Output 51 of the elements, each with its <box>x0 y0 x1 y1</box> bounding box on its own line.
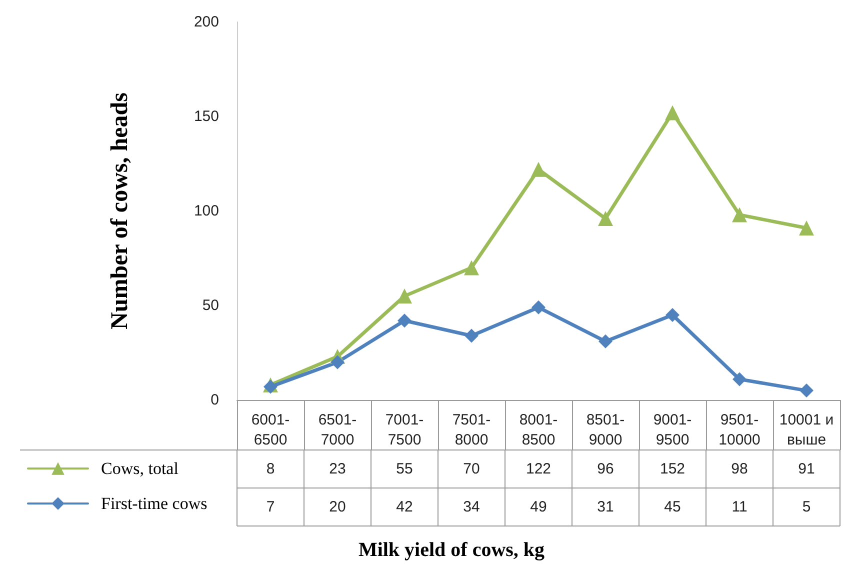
point <box>464 260 479 276</box>
point <box>464 328 478 343</box>
point <box>799 220 814 236</box>
point <box>398 314 412 328</box>
y-axis-title: Number of cows, heads <box>107 92 133 330</box>
data-label: 45 <box>664 498 681 516</box>
y-tick-label: 50 <box>202 297 219 314</box>
data-label: 70 <box>463 460 480 478</box>
y-tick-label: 150 <box>194 108 219 125</box>
data-label: 122 <box>526 460 552 478</box>
data-label: 8 <box>266 460 275 478</box>
data-label: 55 <box>396 460 413 478</box>
x-tick-label: 9001-9500 <box>653 412 692 448</box>
x-tick-label: 8501-9000 <box>586 412 625 448</box>
data-label: 31 <box>597 498 614 516</box>
x-tick-label: 7501-8000 <box>452 412 491 448</box>
point <box>732 207 747 222</box>
data-label: 20 <box>329 498 346 516</box>
data-label: 23 <box>329 460 346 478</box>
x-tick-label: 6501-7000 <box>318 412 357 448</box>
point <box>598 211 613 226</box>
data-label: 7 <box>266 498 275 516</box>
point <box>665 105 680 120</box>
point <box>531 162 546 177</box>
data-label: 98 <box>731 460 748 478</box>
y-tick-label: 100 <box>194 202 219 220</box>
x-tick-label: 7001-7500 <box>385 412 424 448</box>
point <box>330 355 344 370</box>
x-tick-label: 6001-6500 <box>251 412 290 448</box>
data-label: 11 <box>732 498 748 516</box>
x-tick-label: 10001 и выше <box>779 412 834 448</box>
point <box>800 384 814 398</box>
point <box>666 308 680 322</box>
point <box>532 300 546 314</box>
data-label: 152 <box>660 460 686 478</box>
legend-label: Cows, total <box>101 459 179 478</box>
x-axis-title: Milk yield of cows, kg <box>358 539 545 561</box>
y-tick-label: 0 <box>210 392 219 408</box>
point <box>397 288 412 304</box>
data-label: 5 <box>802 498 811 516</box>
point <box>732 372 746 386</box>
x-tick-label: 8001-8500 <box>519 412 558 448</box>
data-label: 42 <box>396 498 413 516</box>
y-tick-label: 200 <box>194 14 219 30</box>
legend-label: First-time cows <box>101 494 208 513</box>
data-label: 96 <box>597 460 614 478</box>
data-label: 49 <box>530 498 547 516</box>
data-label: 91 <box>798 460 815 478</box>
x-tick-label: 9501-10000 <box>718 412 760 448</box>
data-label: 34 <box>463 498 480 516</box>
point <box>598 334 612 348</box>
